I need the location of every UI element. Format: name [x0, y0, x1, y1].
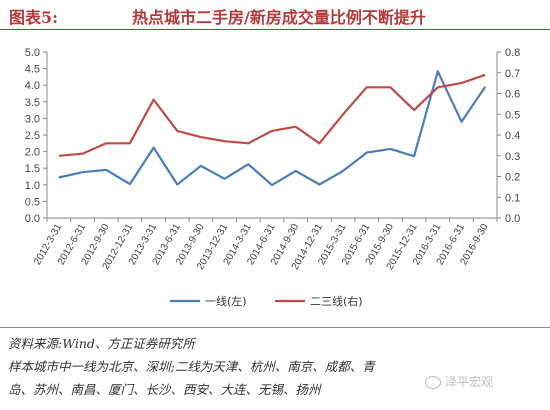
legend-label-tier1: 一线(左) — [205, 294, 247, 308]
left-tick-label: 3.5 — [25, 97, 40, 109]
left-tick-label: 4.5 — [25, 64, 40, 76]
right-tick-label: 0.0 — [505, 213, 520, 225]
series-line-tier23 — [58, 73, 486, 157]
right-tick-label: 0.2 — [505, 172, 520, 184]
left-tick-label: 0.5 — [25, 196, 40, 208]
left-tick-label: 2.0 — [25, 147, 40, 159]
source-note: 资料来源:Wind、方正证券研究所 — [8, 336, 195, 351]
left-tick-label: 1.0 — [25, 180, 40, 192]
line-chart: 0.0 0.5 1.0 1.5 2.0 2.5 3.0 3.5 4.0 4.5 5.0 0.0 0.1 0… — [25, 47, 521, 308]
watermark-text: 泽平宏观 — [445, 375, 494, 389]
right-tick-label: 0.1 — [505, 192, 520, 204]
left-tick-label: 2.5 — [25, 130, 40, 142]
right-tick-label: 0.8 — [505, 47, 520, 59]
right-tick-label: 0.7 — [505, 68, 520, 80]
left-tick-label: 1.5 — [25, 163, 40, 175]
watermark: 泽平宏观 — [425, 373, 493, 390]
sample-note-line-2: 岛、苏州、南昌、厦门、长沙、西安、大连、无锡、扬州 — [8, 382, 321, 397]
title-bar: 图表5: 热点城市二手房/新房成交量比例不断提升 — [0, 0, 550, 30]
divider — [0, 327, 550, 328]
wechat-icon — [425, 376, 441, 389]
right-tick-label: 0.6 — [505, 89, 520, 101]
series-line-tier1 — [58, 70, 487, 187]
left-tick-label: 0.0 — [25, 213, 40, 225]
chart-title: 热点城市二手房/新房成交量比例不断提升 — [132, 8, 426, 27]
figure-label: 图表5: — [9, 8, 59, 27]
legend-label-tier23: 二三线(右) — [310, 294, 363, 308]
left-tick-label: 3.0 — [25, 113, 40, 125]
left-tick-label: 4.0 — [25, 80, 40, 92]
sample-note-line-1: 样本城市中一线为北京、深圳;二线为天津、杭州、南京、成都、青 — [8, 359, 375, 374]
right-tick-label: 0.4 — [505, 130, 520, 142]
right-tick-label: 0.5 — [505, 109, 520, 121]
left-tick-label: 5.0 — [25, 47, 40, 59]
right-tick-label: 0.3 — [505, 151, 520, 163]
